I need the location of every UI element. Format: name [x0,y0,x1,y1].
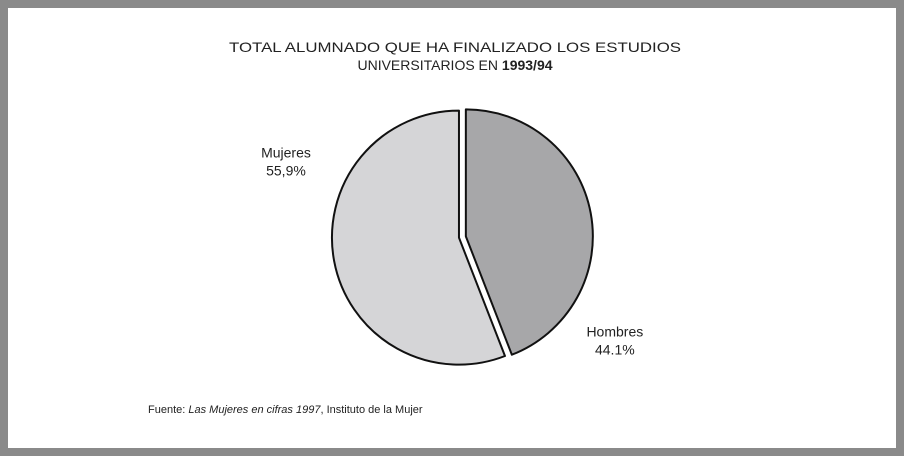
slice-label: Mujeres [261,145,311,161]
chart-title: TOTAL ALUMNADO QUE HA FINALIZADO LOS EST… [229,39,681,55]
chart-title: UNIVERSITARIOS EN [357,57,498,73]
source-work: Las Mujeres en cifras 1997 [188,404,321,416]
source-label: Fuente: [148,404,185,416]
pie-slice [331,109,506,366]
pie-slice [464,108,594,356]
slice-label: Hombres [586,323,643,339]
chart-title: UNIVERSITARIOS EN 1993/94 [357,57,552,73]
slice-value-label: 55,9% [266,163,306,179]
chart-title-year: 1993/94 [502,57,553,73]
slice-value-label: 44.1% [595,341,635,357]
source-publisher: , Instituto de la Mujer [320,404,422,416]
source: Fuente: Las Mujeres en cifras 1997, Inst… [148,404,423,416]
